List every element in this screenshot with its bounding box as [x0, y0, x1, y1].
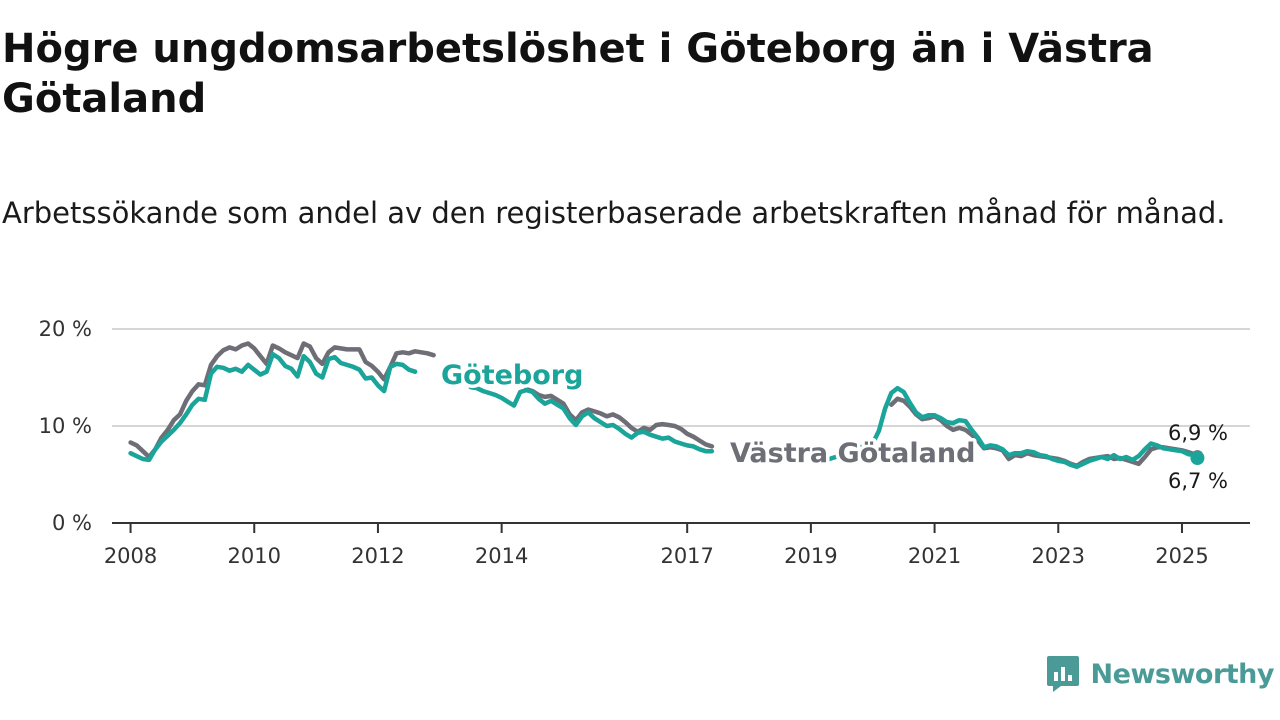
vastra-gotaland-label-halo: Västra Götaland	[730, 438, 975, 469]
goteborg-end-marker	[1190, 451, 1205, 466]
goteborg-end-value: 6,7 %	[1168, 469, 1228, 493]
x-tick-label: 2025	[1155, 544, 1208, 568]
brand-name: Newsworthy	[1090, 658, 1275, 690]
x-tick-label: 2012	[351, 544, 404, 568]
chart-subtitle: Arbetssökande som andel av den registerb…	[2, 196, 1226, 230]
series-lines	[128, 341, 1205, 469]
vastra-gotaland-line	[524, 386, 715, 449]
goteborg-line	[468, 384, 715, 454]
vastra-gotaland-label: Västra Götaland	[730, 438, 975, 469]
newsworthy-logo: Newsworthy	[1045, 654, 1275, 694]
y-tick-label: 0 %	[52, 511, 92, 535]
y-tick-label: 20 %	[39, 317, 92, 341]
x-tick-label: 2014	[475, 544, 528, 568]
vastra-gotaland-end-value: 6,9 %	[1168, 421, 1228, 445]
x-tick-label: 2008	[104, 544, 157, 568]
x-tick-label: 2010	[228, 544, 281, 568]
newsworthy-chart-icon	[1046, 656, 1079, 692]
goteborg-line	[128, 351, 418, 463]
chart-title: Högre ungdomsarbetslöshet i Göteborg än …	[2, 26, 1154, 122]
y-axis-ticks: 0 % 10 % 20 %	[39, 317, 92, 535]
goteborg-label: Göteborg	[441, 360, 583, 391]
x-axis-ticks: 2008 2010 2012 2014 2017 2019 2021 2023 2025	[104, 522, 1250, 568]
goteborg-line	[821, 385, 1200, 469]
x-tick-label: 2017	[660, 544, 713, 568]
gridlines	[112, 328, 1250, 427]
x-tick-label: 2021	[908, 544, 961, 568]
x-tick-label: 2019	[784, 544, 837, 568]
vastra-gotaland-line	[128, 341, 436, 460]
x-tick-label: 2023	[1032, 544, 1085, 568]
y-tick-label: 10 %	[39, 414, 92, 438]
goteborg-label-halo: Göteborg	[441, 360, 583, 391]
